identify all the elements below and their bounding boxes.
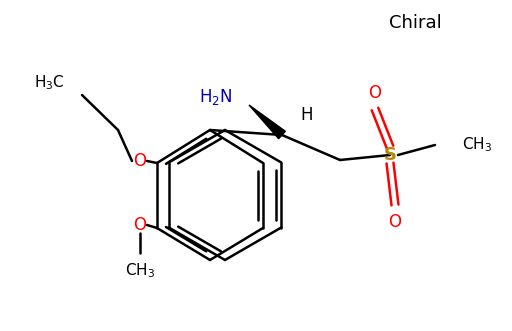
- Text: O: O: [389, 213, 401, 231]
- Text: O: O: [369, 84, 381, 102]
- Text: CH$_3$: CH$_3$: [125, 261, 155, 280]
- Text: H$_3$C: H$_3$C: [34, 74, 65, 92]
- Text: Chiral: Chiral: [389, 14, 441, 32]
- Text: S: S: [383, 146, 396, 164]
- Polygon shape: [249, 105, 285, 139]
- Text: H: H: [300, 106, 312, 124]
- Text: O: O: [134, 152, 146, 170]
- Text: CH$_3$: CH$_3$: [462, 136, 492, 154]
- Text: H$_2$N: H$_2$N: [199, 87, 232, 107]
- Text: O: O: [134, 216, 146, 234]
